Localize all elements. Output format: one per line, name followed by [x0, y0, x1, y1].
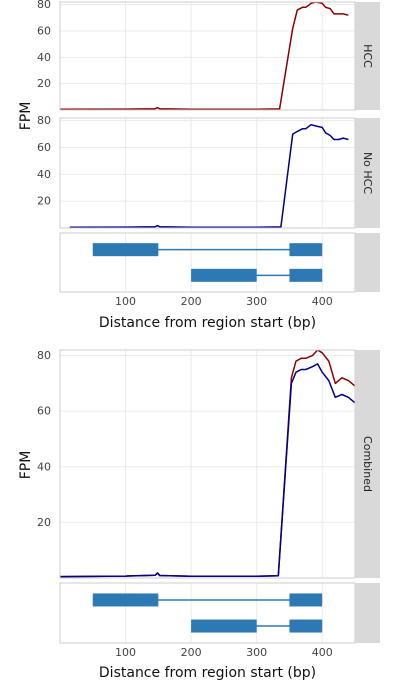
- x-tick-label-0-0: 100: [115, 295, 136, 308]
- x-axis-title-1: Distance from region start (bp): [99, 665, 316, 681]
- x-tick-label-0-3: 400: [312, 295, 333, 308]
- panel-1-0-y-tick-label-0: 20: [37, 516, 51, 529]
- panel-0-0-strip: [355, 2, 380, 110]
- panel-1-0-strip-label: Combined: [361, 436, 374, 492]
- x-tick-label-1-0: 100: [115, 646, 136, 659]
- panel-0-0-y-tick-label-3: 80: [37, 0, 51, 11]
- panel-1-0-y-tick-label-2: 60: [37, 405, 51, 418]
- x-tick-label-0-1: 200: [181, 295, 202, 308]
- gene-track-1-exon-1-0: [191, 619, 257, 633]
- panel-0-0-y-tick-label-1: 40: [37, 51, 51, 64]
- x-axis-title-0: Distance from region start (bp): [99, 315, 316, 331]
- x-tick-label-1-1: 200: [181, 646, 202, 659]
- panel-0-1-strip: [355, 118, 380, 228]
- panel-0-1-y-tick-label-0: 20: [37, 195, 51, 208]
- panel-1-0-strip: [355, 350, 380, 578]
- panel-0-1-strip-label: No HCC: [361, 152, 374, 194]
- panel-0-0-y-tick-label-2: 60: [37, 24, 51, 37]
- panel-1-0-y-tick-label-1: 40: [37, 460, 51, 473]
- panel-1-0-series-line-1: [60, 363, 355, 578]
- gene-track-1-exon-1-1: [289, 619, 323, 633]
- gene-track-1-exon-0-0: [92, 593, 159, 607]
- x-tick-label-1-2: 300: [246, 646, 267, 659]
- panel-0-0-strip-label: HCC: [361, 44, 374, 68]
- panel-0-0-y-tick-label-0: 20: [37, 77, 51, 90]
- gene-track-0-exon-0-0: [92, 243, 159, 257]
- x-tick-label-1-3: 400: [312, 646, 333, 659]
- panel-0-1-y-tick-label-2: 60: [37, 141, 51, 154]
- panel-0-1-background: [60, 118, 355, 228]
- gene-track-1-background: [60, 583, 355, 643]
- gene-track-0-background: [60, 233, 355, 292]
- panel-0-1-y-tick-label-1: 40: [37, 168, 51, 181]
- gene-track-0-exon-1-0: [191, 268, 257, 282]
- x-tick-label-0-2: 300: [246, 295, 267, 308]
- y-axis-title-1: FPM: [18, 451, 34, 480]
- gene-track-0-strip: [355, 233, 380, 292]
- gene-track-1-strip: [355, 583, 380, 643]
- gene-track-1-exon-0-1: [289, 593, 323, 607]
- panel-1-0-y-tick-label-3: 80: [37, 349, 51, 362]
- panel-0-0-background: [60, 2, 355, 110]
- panel-0-1-series-line-0: [69, 123, 349, 228]
- panel-0-1-y-tick-label-3: 80: [37, 114, 51, 127]
- panel-0-0-series-line-0: [60, 2, 349, 110]
- bottom-figure: 20 40 60 80 Combined 100 200 300 400 Distance fro…: [18, 349, 380, 681]
- gene-track-0-exon-1-1: [289, 268, 323, 282]
- gene-track-0-exon-0-1: [289, 243, 323, 257]
- top-figure: 20 40 60 80 HCC 20 40 60 80 No HCC 100 200 300 400 Dis…: [18, 0, 380, 331]
- y-axis-title-0: FPM: [18, 102, 34, 131]
- panel-1-0-background: [60, 350, 355, 578]
